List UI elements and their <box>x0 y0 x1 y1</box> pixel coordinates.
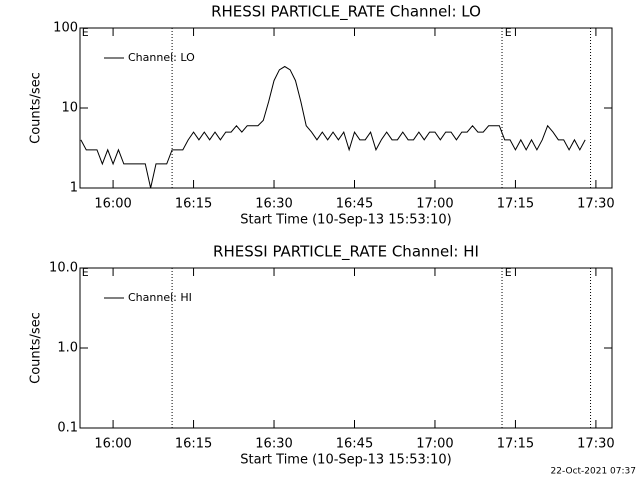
y-tick-label: 10.0 <box>49 261 78 276</box>
y-tick-label: 10 <box>61 101 78 116</box>
x-tick-label: 16:45 <box>336 437 373 452</box>
annotation: E <box>505 26 512 39</box>
annotation: E <box>82 26 89 39</box>
legend-label: Channel: LO <box>128 51 195 64</box>
y-axis-label: Counts/sec <box>29 312 44 384</box>
x-tick-label: 17:00 <box>416 197 453 212</box>
x-tick-label: 16:00 <box>94 437 131 452</box>
y-tick-label: 1.0 <box>57 341 78 356</box>
x-tick-label: 17:00 <box>416 437 453 452</box>
x-tick-label: 16:30 <box>255 197 292 212</box>
footer: 22-Oct-2021 07:37 <box>551 467 636 477</box>
x-tick-label: 16:15 <box>175 437 212 452</box>
x-tick-label: 17:30 <box>577 197 614 212</box>
chart-title: RHESSI PARTICLE_RATE Channel: LO <box>211 3 481 22</box>
x-tick-label: 16:15 <box>175 197 212 212</box>
chart-title: RHESSI PARTICLE_RATE Channel: HI <box>213 243 479 262</box>
y-tick-label: 100 <box>53 21 78 36</box>
x-tick-label: 16:45 <box>336 197 373 212</box>
x-tick-label: 16:00 <box>94 197 131 212</box>
annotation: E <box>82 266 89 279</box>
x-tick-label: 17:15 <box>497 197 534 212</box>
data-line <box>80 65 586 189</box>
x-tick-label: 17:15 <box>497 437 534 452</box>
annotation: E <box>505 266 512 279</box>
x-tick-label: 17:30 <box>577 437 614 452</box>
y-axis-label: Counts/sec <box>29 72 44 144</box>
y-tick-label: 1 <box>70 181 78 196</box>
x-axis-label: Start Time (10-Sep-13 15:53:10) <box>240 213 451 228</box>
x-tick-label: 16:30 <box>255 437 292 452</box>
legend-label: Channel: HI <box>128 291 192 304</box>
y-tick-label: 0.1 <box>57 421 78 436</box>
x-axis-label: Start Time (10-Sep-13 15:53:10) <box>240 453 451 468</box>
